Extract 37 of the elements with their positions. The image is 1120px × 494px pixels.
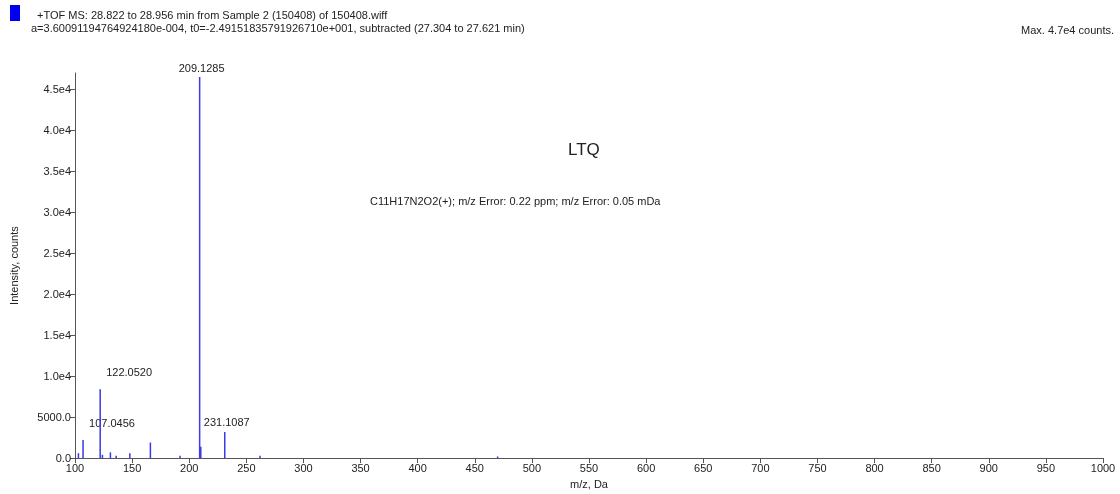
y-tick-label: 5000.0 bbox=[37, 411, 71, 424]
text: Max. 4.7e4 counts. bbox=[1021, 23, 1115, 36]
y-tick-label: 3.0e4 bbox=[43, 206, 71, 219]
chart-subtitle: a=3.60091194764924180e-004, t0=-2.49151835791926710e+001, subtracted (27.304 to 27.621 min) bbox=[31, 21, 525, 34]
chart-title: +TOF MS: 28.822 to 28.956 min from Sample 2 (150408) of 150408.wiff bbox=[37, 8, 389, 21]
annotation: 122.0520 bbox=[106, 365, 153, 378]
y-tick-label: 1.0e4 bbox=[43, 370, 71, 383]
x-tick-label: 500 bbox=[522, 461, 542, 474]
y-tick-label: 1.5e4 bbox=[43, 329, 71, 342]
x-tick-label: 650 bbox=[694, 461, 713, 474]
x-tick-label: 450 bbox=[465, 461, 484, 474]
x-tick-label: 750 bbox=[808, 461, 827, 474]
x-tick-label: 600 bbox=[636, 461, 656, 474]
x-tick-label: 350 bbox=[351, 461, 370, 474]
y-tick-label: 4.0e4 bbox=[43, 124, 71, 137]
x-tick-label: 950 bbox=[1036, 461, 1056, 474]
x-tick-label: 850 bbox=[922, 461, 941, 474]
x-axis-title: m/z, Da bbox=[570, 477, 609, 490]
x-tick-label: 550 bbox=[579, 461, 599, 474]
x-tick-label: 800 bbox=[865, 461, 884, 474]
x-tick-label: 200 bbox=[180, 461, 199, 474]
x-tick-label: 400 bbox=[408, 461, 427, 474]
y-tick-label: 2.0e4 bbox=[43, 288, 71, 301]
y-tick-label: 4.5e4 bbox=[43, 83, 71, 96]
x-tick-label: 250 bbox=[237, 461, 256, 474]
x-tick-label: 900 bbox=[979, 461, 998, 474]
y-tick-label: 3.5e4 bbox=[43, 165, 71, 178]
annotation: LTQ bbox=[568, 140, 600, 159]
y-axis-title: Intensity, counts bbox=[7, 225, 20, 305]
annotation: C11H17N2O2(+); m/z Error: 0.22 ppm; m/z Error: 0.05 mDa bbox=[370, 194, 662, 207]
annotation: 231.1087 bbox=[203, 416, 250, 429]
annotation: 209.1285 bbox=[178, 61, 225, 74]
x-tick-label: 700 bbox=[751, 461, 770, 474]
y-tick-label: 2.5e4 bbox=[43, 247, 71, 260]
x-tick-label: 150 bbox=[122, 461, 142, 474]
x-tick-label: 1000 bbox=[1090, 461, 1116, 474]
x-tick-label: 300 bbox=[294, 461, 313, 474]
